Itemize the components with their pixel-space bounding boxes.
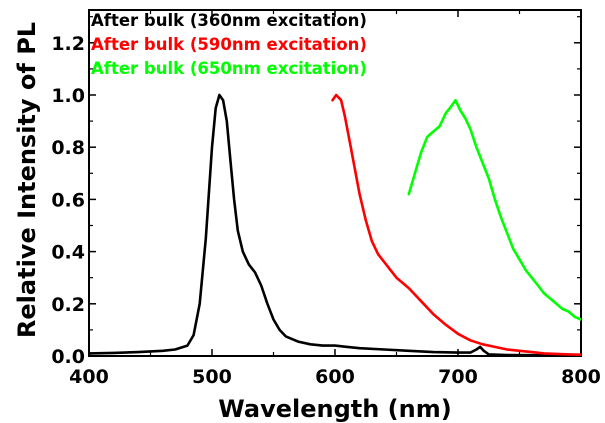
- tick-labels: 400 500 600 700 800 0.0 0.2 0.4 0.6 0.8 1.0 1.2: [51, 33, 601, 388]
- x-tick-label: 700: [438, 366, 478, 388]
- series-line-2: [331, 93, 581, 356]
- series-line-3: [407, 98, 581, 321]
- y-tick-label: 0.0: [51, 346, 85, 368]
- x-tick-label: 800: [561, 366, 601, 388]
- y-tick-label: 0.8: [51, 137, 85, 159]
- y-tick-label: 1.2: [51, 33, 85, 55]
- y-axis-title: Relative Intensity of PL: [13, 22, 41, 338]
- legend-entry-2: After bulk (590nm excitation): [91, 35, 367, 54]
- y-tick-label: 0.6: [51, 189, 85, 211]
- y-tick-label: 1.0: [51, 85, 85, 107]
- series-line-1: [89, 93, 581, 356]
- y-tick-label: 0.2: [51, 294, 85, 316]
- x-tick-label: 600: [315, 366, 355, 388]
- tick-marks: [88, 10, 582, 357]
- y-tick-label: 0.4: [51, 242, 85, 264]
- legend: After bulk (360nm excitation) After bulk …: [91, 11, 367, 78]
- x-axis-title: Wavelength (nm): [218, 395, 451, 423]
- legend-entry-1: After bulk (360nm excitation): [91, 11, 367, 30]
- x-tick-label: 400: [69, 366, 109, 388]
- series-lines: [89, 93, 581, 356]
- legend-entry-3: After bulk (650nm excitation): [91, 59, 367, 78]
- x-tick-label: 500: [192, 366, 232, 388]
